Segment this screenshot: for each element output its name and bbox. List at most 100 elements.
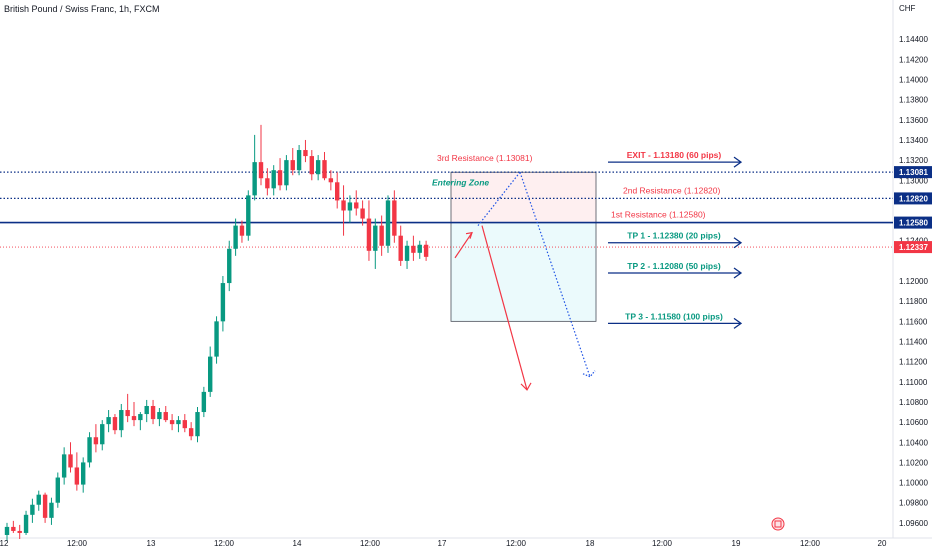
candle-body (30, 504, 35, 515)
exit-target-label: EXIT - 1.13180 (60 pips) (627, 150, 722, 160)
candle (23, 510, 29, 535)
candle (227, 240, 232, 292)
candle (366, 200, 372, 261)
candle (284, 155, 289, 191)
time-axis[interactable]: 12 12:00 13 12:00 14 12:00 17 12:00 18 12:00 19 12:… (0, 539, 887, 548)
price-tick: 1.11200 (899, 358, 928, 367)
level-lines (0, 171, 893, 248)
alt-down-line (519, 172, 591, 377)
candle (246, 190, 251, 241)
short-arrow-line (481, 225, 528, 391)
candle (201, 386, 207, 418)
candle (328, 170, 334, 191)
candle-body (373, 225, 378, 251)
candle (4, 522, 10, 542)
candle (220, 276, 226, 332)
candle-body (277, 170, 283, 186)
price-tick: 1.13800 (899, 96, 928, 105)
candle (112, 414, 118, 435)
candle-body (144, 405, 149, 415)
candle-body (347, 202, 353, 211)
price-tick: 1.11600 (899, 317, 928, 326)
tp1-target-label: TP 1 - 1.12380 (20 pips) (627, 231, 721, 241)
price-tick: 1.10200 (899, 458, 928, 467)
price-tick: 1.10600 (899, 418, 928, 427)
candle-body (246, 195, 251, 236)
candle (163, 405, 168, 423)
candle-body (68, 454, 73, 468)
candle-body (182, 420, 187, 429)
price-badge-label: 1.12337 (899, 243, 928, 252)
price-badge: 1.12820 (894, 192, 932, 205)
time-tick: 12 (0, 539, 9, 548)
candle (315, 155, 321, 181)
tp3-target-arrowhead (733, 317, 743, 329)
candle-body (11, 526, 16, 531)
candle (379, 215, 384, 256)
candle-body (392, 200, 397, 236)
candle-body (208, 356, 213, 392)
price-badge: 1.12580 (894, 216, 932, 229)
candle-body (379, 225, 384, 246)
candle (398, 225, 403, 266)
price-badge-bg (894, 241, 932, 254)
candle-body (188, 428, 194, 437)
candle (169, 414, 175, 431)
candle-body (74, 467, 80, 485)
axis-currency: CHF (899, 4, 916, 13)
projections (454, 171, 596, 391)
candle-body (23, 514, 29, 533)
candle (106, 410, 111, 433)
time-tick: 14 (293, 539, 302, 548)
candle-body (49, 502, 54, 518)
candle-body (258, 162, 264, 179)
price-tick: 1.12000 (899, 277, 928, 286)
candle (150, 399, 156, 425)
tp1-target-arrowhead (733, 237, 743, 249)
time-tick: 17 (438, 539, 447, 548)
replay-icon (771, 517, 785, 531)
price-axis[interactable]: CHF 1.14400 1.14200 1.14000 1.13800 1.13600 1.… (894, 4, 932, 528)
candle (322, 152, 327, 181)
time-tick: 20 (878, 539, 887, 548)
candle-body (17, 530, 22, 533)
candle (404, 240, 410, 269)
candle (49, 497, 54, 525)
price-tick: 1.09600 (899, 519, 928, 528)
price-badge-label: 1.13081 (899, 168, 928, 177)
time-tick: 12:00 (800, 539, 821, 548)
price-badge: 1.13081 (894, 166, 932, 179)
candle-body (296, 150, 302, 171)
price-badge-bg (894, 192, 932, 205)
candle-body (169, 420, 175, 425)
candle-body (284, 160, 289, 186)
price-tick: 1.13200 (899, 156, 928, 165)
candle-body (87, 437, 92, 463)
zone-risk (451, 172, 596, 223)
candle (195, 407, 200, 443)
price-tick: 1.13400 (899, 136, 928, 145)
candle (347, 195, 353, 223)
time-tick: 12:00 (214, 539, 235, 548)
candle-body (303, 150, 308, 157)
price-tick: 1.11400 (899, 338, 928, 347)
candle-body (315, 160, 321, 175)
candle-body (4, 526, 10, 535)
price-tick: 1.14000 (899, 76, 928, 85)
candle-body (195, 412, 200, 437)
candle-body (265, 178, 270, 189)
axis-background (893, 0, 932, 550)
candle (265, 168, 270, 196)
candle (258, 124, 264, 186)
candle-body (335, 182, 340, 201)
candle-body (360, 208, 365, 219)
time-tick: 19 (732, 539, 741, 548)
tp2-target-label: TP 2 - 1.12080 (50 pips) (627, 261, 721, 271)
candle (392, 190, 397, 243)
tp2-target-arrowhead (733, 267, 743, 279)
exit-target-arrowhead (733, 156, 743, 168)
candle (309, 150, 314, 181)
